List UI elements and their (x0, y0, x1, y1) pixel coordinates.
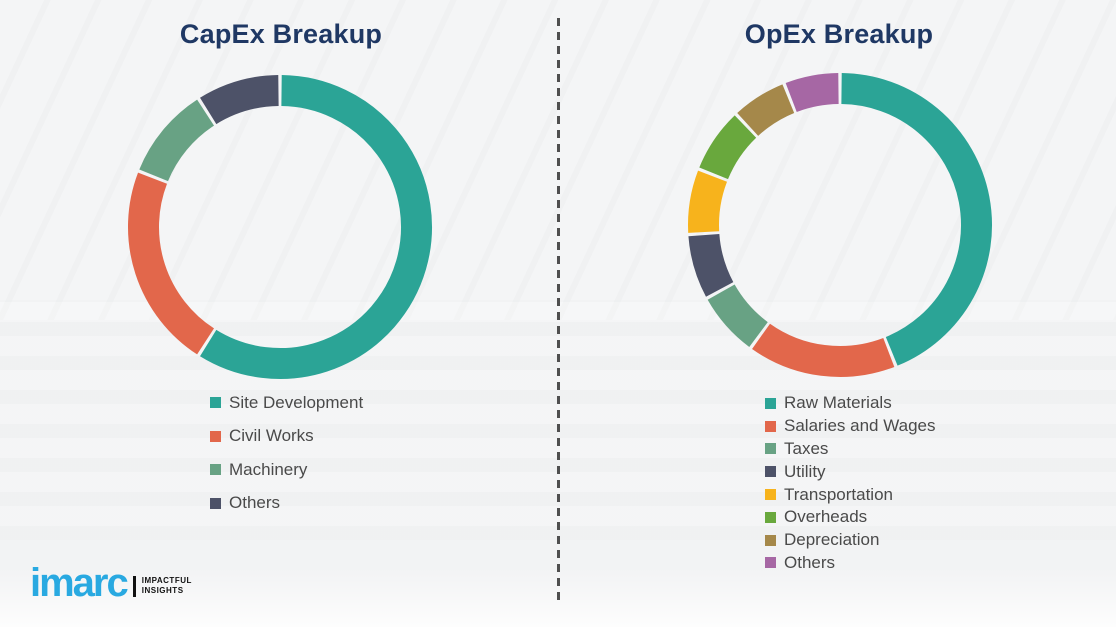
legend-label-utility: Utility (784, 461, 826, 481)
legend-item-taxes: Taxes (765, 438, 936, 461)
legend-swatch-others (210, 497, 221, 509)
legend-label-others: Others (784, 552, 836, 572)
donut-segment-salaries-and-wages (752, 323, 895, 377)
legend-label-civil-works: Civil Works (229, 426, 314, 446)
legend-item-depreciation: Depreciation (765, 529, 936, 552)
legend-label-taxes: Taxes (784, 438, 829, 458)
legend-swatch-civil-works (210, 430, 221, 442)
legend-swatch-salaries-and-wages (765, 420, 776, 432)
donut-segment-raw-materials (841, 73, 992, 366)
donut-segment-site-development (200, 75, 432, 379)
donut-segment-depreciation (737, 84, 795, 137)
legend-item-raw-materials: Raw Materials (765, 392, 936, 415)
divider-dashed-line (557, 18, 560, 606)
legend-item-salaries-and-wages: Salaries and Wages (765, 415, 936, 438)
logo-tagline-line2: INSIGHTS (141, 586, 184, 595)
donut-segment-others (785, 73, 840, 113)
legend-item-machinery: Machinery (210, 453, 363, 487)
legend-swatch-overheads (765, 511, 776, 523)
legend-item-overheads: Overheads (765, 506, 936, 529)
donut-segment-transportation (688, 170, 728, 233)
opex-legend: Raw Materials Salaries and Wages Taxes Util… (765, 392, 936, 574)
legend-label-transportation: Transportation (784, 484, 893, 504)
legend-label-site-development: Site Development (229, 392, 364, 412)
legend-swatch-depreciation (765, 534, 776, 546)
opex-chart-title: OpEx Breakup (744, 19, 934, 49)
legend-item-others: Others (765, 552, 936, 575)
imarc-wordmark: imarc (30, 561, 129, 605)
logo-tagline: IMPACTFUL INSIGHTS (142, 576, 192, 596)
donut-segment-taxes (707, 284, 769, 347)
legend-swatch-taxes (765, 443, 776, 455)
capex-donut-chart (128, 75, 432, 379)
legend-label-others: Others (229, 493, 281, 513)
legend-item-transportation: Transportation (765, 483, 936, 506)
donut-segment-civil-works (128, 172, 215, 355)
capex-legend: Site Development Civil Works Machinery Othe… (210, 386, 363, 520)
legend-label-overheads: Overheads (784, 507, 868, 527)
legend-label-depreciation: Depreciation (784, 530, 880, 550)
imarc-logo: imarc IMPACTFUL INSIGHTS (30, 560, 192, 606)
legend-swatch-utility (765, 466, 776, 478)
legend-swatch-raw-materials (765, 397, 776, 409)
donut-segment-others (200, 75, 280, 125)
donut-segment-utility (688, 233, 734, 297)
legend-item-site-development: Site Development (210, 386, 363, 420)
capex-chart-title: CapEx Breakup (179, 19, 383, 49)
legend-swatch-machinery (210, 464, 221, 476)
legend-item-civil-works: Civil Works (210, 420, 363, 454)
opex-donut-chart (688, 73, 992, 377)
legend-item-others: Others (210, 487, 363, 521)
logo-tagline-line1: IMPACTFUL (141, 576, 192, 585)
legend-swatch-site-development (210, 397, 221, 409)
legend-swatch-transportation (765, 489, 776, 501)
logo-divider-bar (132, 576, 136, 597)
legend-swatch-others (765, 557, 776, 569)
legend-label-machinery: Machinery (229, 459, 308, 479)
donut-segment-machinery (139, 99, 215, 182)
donut-segment-overheads (699, 115, 757, 180)
legend-label-raw-materials: Raw Materials (784, 393, 892, 413)
legend-item-utility: Utility (765, 460, 936, 483)
legend-label-salaries-and-wages: Salaries and Wages (784, 416, 936, 436)
